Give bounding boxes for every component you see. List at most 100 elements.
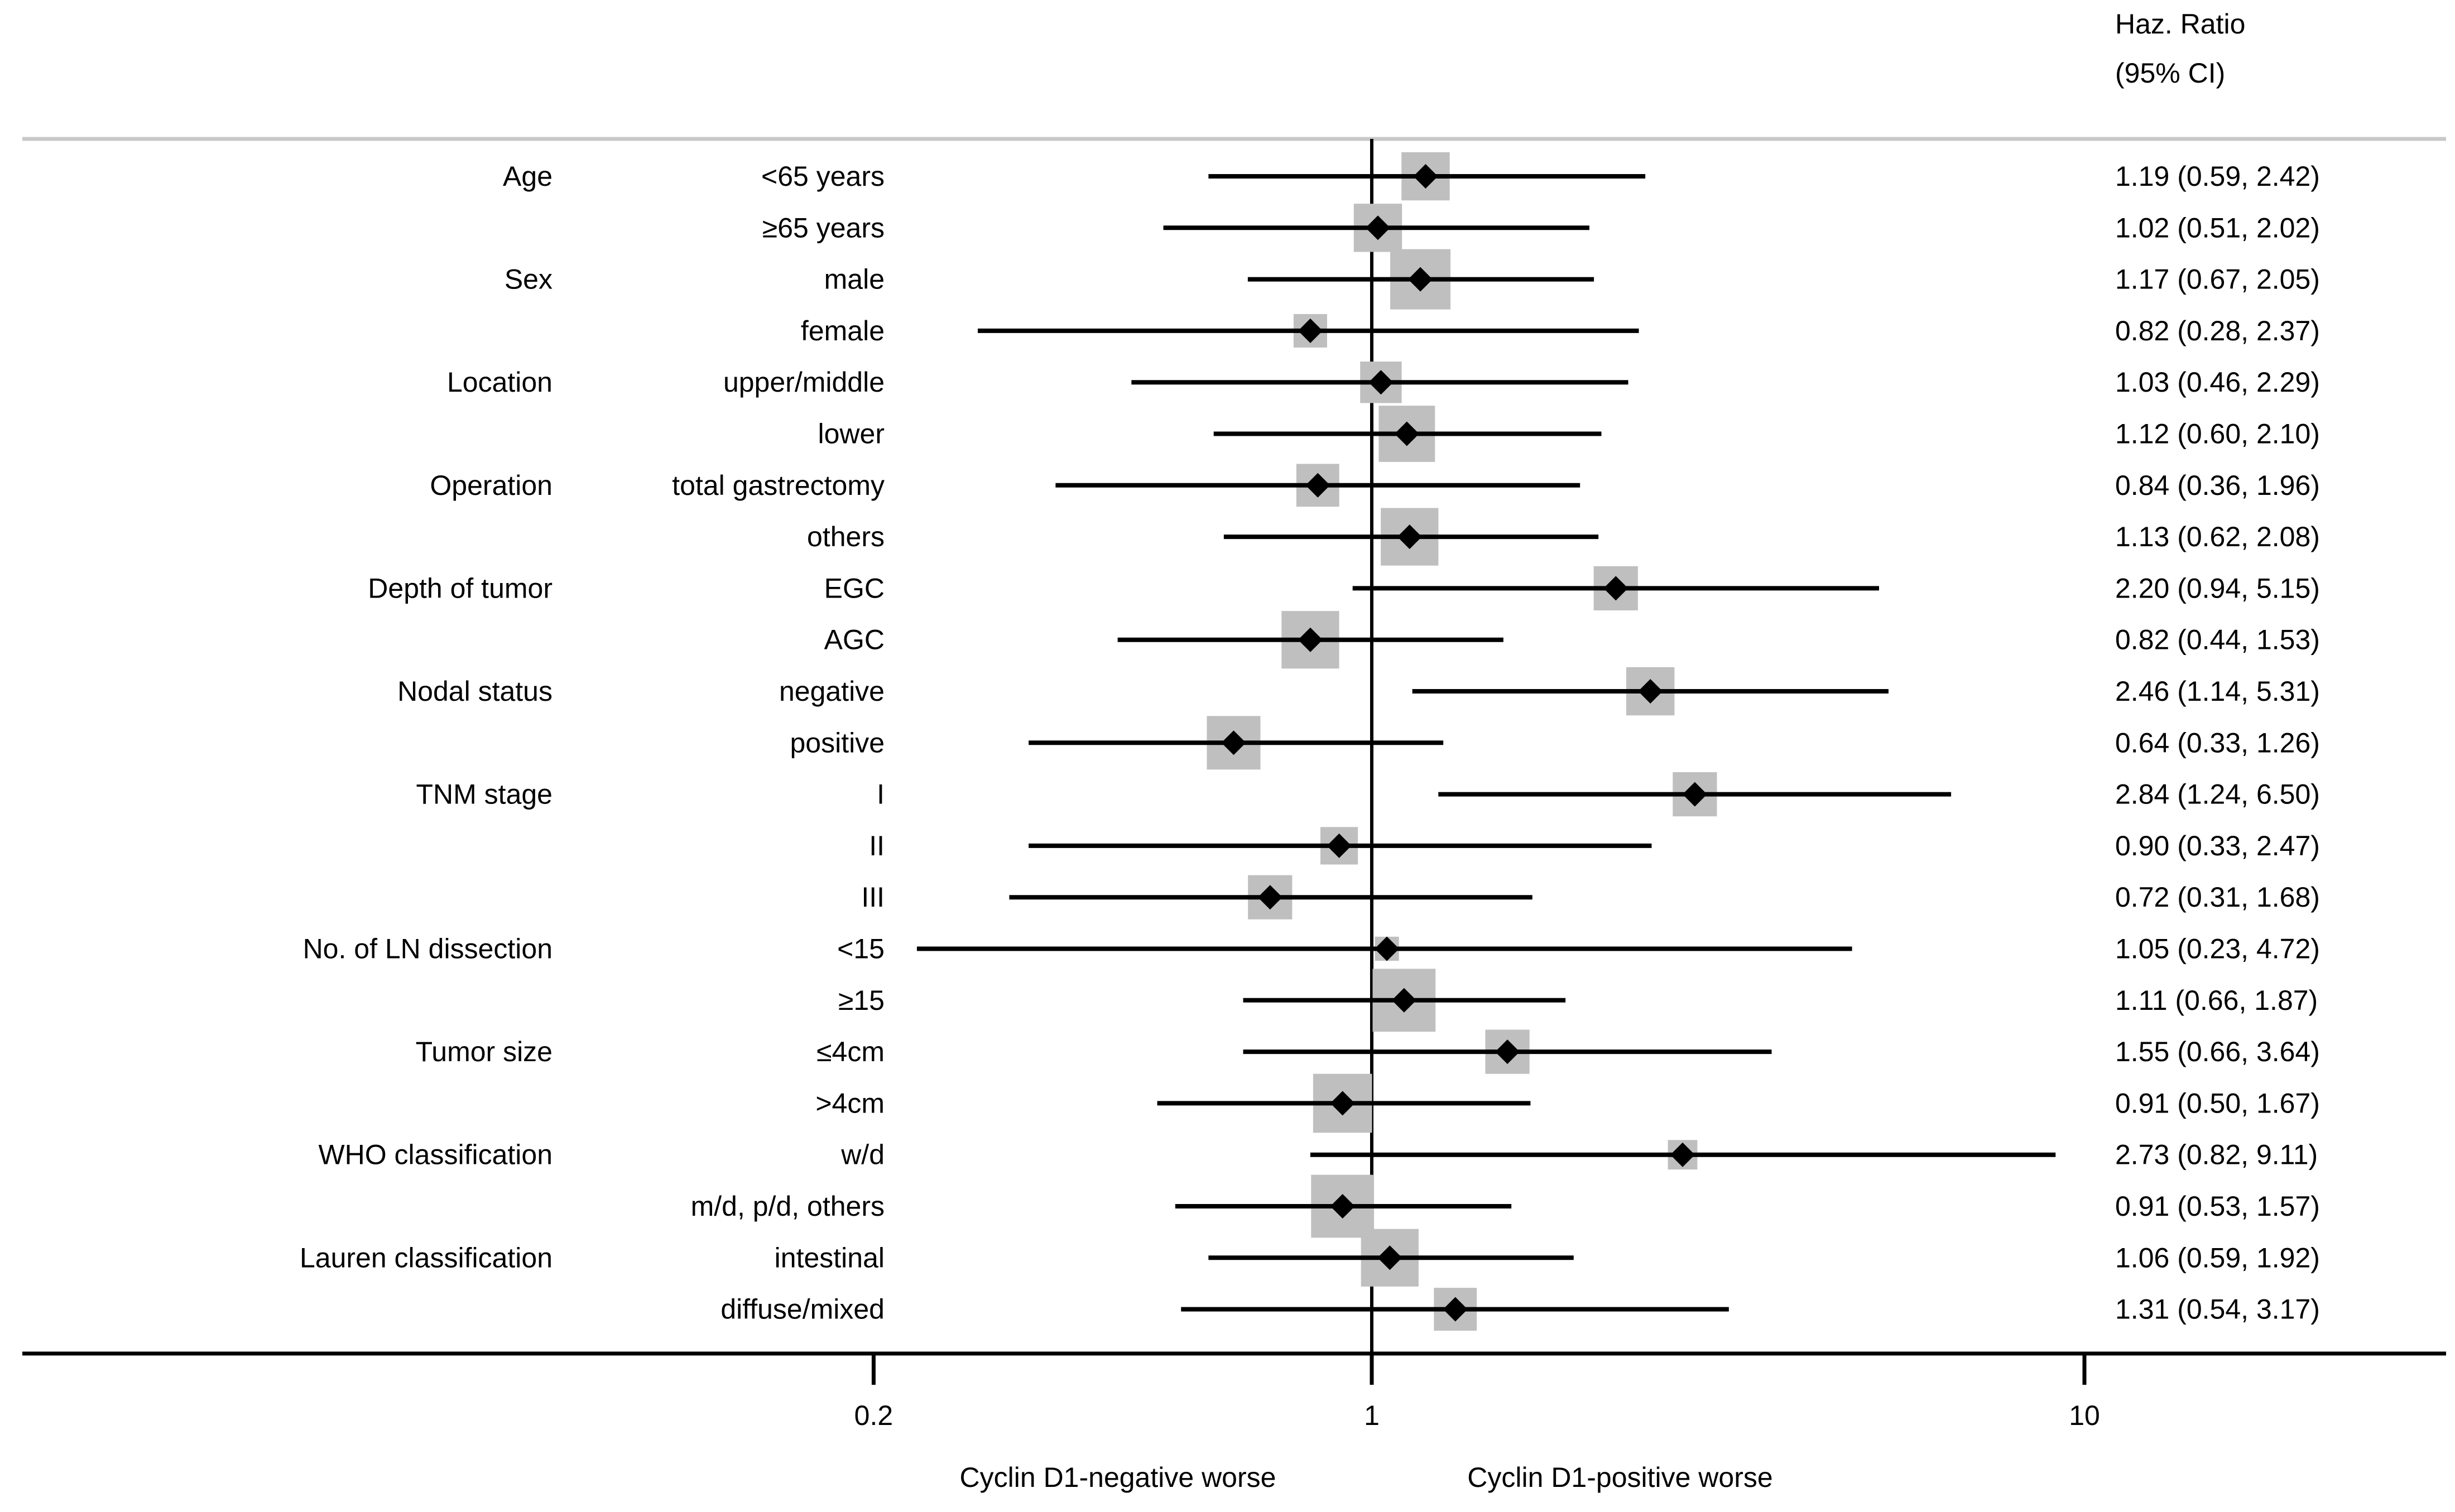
direction-labels: Cyclin D1-negative worse Cyclin D1-posit… (960, 1462, 1773, 1493)
subgroup-label: upper/middle (723, 367, 885, 398)
point-estimate (1682, 782, 1707, 807)
x-tick-label: 0.2 (854, 1400, 893, 1431)
direction-label-left: Cyclin D1-negative worse (960, 1462, 1276, 1493)
point-estimate (1298, 627, 1323, 652)
subgroup-label: negative (779, 676, 885, 707)
subgroup-label: positive (790, 727, 885, 758)
point-estimate (1397, 524, 1422, 550)
ci-text: 0.91 (0.53, 1.57) (2115, 1191, 2320, 1222)
subgroup-label: female (801, 315, 885, 346)
point-estimate (1603, 576, 1628, 601)
subgroup-label: AGC (824, 624, 885, 656)
subgroup-label: others (807, 521, 885, 552)
forest-row: Age <65 years 1.19 (0.59, 2.42) (503, 152, 2320, 201)
subgroup-label: ≥65 years (762, 212, 885, 243)
ci-text: 1.11 (0.66, 1.87) (2115, 985, 2318, 1016)
ci-text: 2.20 (0.94, 5.15) (2115, 572, 2320, 604)
ci-text: 0.82 (0.28, 2.37) (2115, 315, 2320, 346)
subgroup-label: m/d, p/d, others (691, 1191, 885, 1222)
point-estimate (1495, 1039, 1520, 1065)
ci-text: 1.02 (0.51, 2.02) (2115, 212, 2320, 243)
point-estimate (1330, 1194, 1355, 1219)
x-tick-label: 1 (1364, 1400, 1380, 1431)
ci-text: 0.82 (0.44, 1.53) (2115, 624, 2320, 656)
point-estimate (1391, 988, 1416, 1013)
subgroup-label: intestinal (775, 1242, 885, 1273)
forest-row: III 0.72 (0.31, 1.68) (861, 875, 2320, 919)
subgroup-label: diffuse/mixed (720, 1294, 885, 1325)
forest-row: No. of LN dissection <15 1.05 (0.23, 4.72) (303, 933, 2320, 965)
header-title: Haz. Ratio (2115, 8, 2245, 40)
group-label: Location (447, 367, 553, 398)
ci-text: 1.05 (0.23, 4.72) (2115, 933, 2320, 965)
ci-text: 2.46 (1.14, 5.31) (2115, 676, 2320, 707)
forest-row: AGC 0.82 (0.44, 1.53) (824, 611, 2320, 669)
forest-row: TNM stage I 2.84 (1.24, 6.50) (416, 772, 2320, 817)
point-estimate (1413, 164, 1438, 189)
point-estimate (1670, 1142, 1695, 1167)
header-subtitle: (95% CI) (2115, 57, 2225, 89)
forest-row: Nodal status negative 2.46 (1.14, 5.31) (397, 667, 2320, 716)
group-label: No. of LN dissection (303, 933, 553, 965)
subgroup-label: <15 (837, 933, 885, 965)
forest-row: diffuse/mixed 1.31 (0.54, 3.17) (720, 1288, 2320, 1331)
ci-text: 1.03 (0.46, 2.29) (2115, 367, 2320, 398)
group-label: TNM stage (416, 779, 553, 810)
subgroup-label: male (824, 264, 885, 295)
point-estimate (1408, 267, 1433, 292)
forest-row: II 0.90 (0.33, 2.47) (869, 827, 2320, 865)
subgroup-label: total gastrectomy (672, 470, 885, 501)
ci-text: 0.90 (0.33, 2.47) (2115, 830, 2320, 861)
ci-text: 0.84 (0.36, 1.96) (2115, 470, 2320, 501)
ci-text: 1.12 (0.60, 2.10) (2115, 418, 2320, 450)
point-estimate (1377, 1245, 1402, 1270)
group-label: Lauren classification (300, 1242, 553, 1273)
subgroup-label: lower (818, 418, 885, 450)
subgroup-label: II (869, 830, 885, 861)
ci-text: 1.17 (0.67, 2.05) (2115, 264, 2320, 295)
forest-row: Location upper/middle 1.03 (0.46, 2.29) (447, 362, 2320, 403)
forest-row: Depth of tumor EGC 2.20 (0.94, 5.15) (368, 566, 2320, 610)
point-estimate (1257, 885, 1282, 910)
point-estimate (1305, 473, 1330, 498)
group-label: Sex (505, 264, 553, 295)
point-estimate (1394, 421, 1419, 446)
subgroup-label: ≤4cm (816, 1036, 885, 1067)
forest-row: Sex male 1.17 (0.67, 2.05) (505, 249, 2320, 310)
point-estimate (1330, 1091, 1355, 1116)
forest-row: others 1.13 (0.62, 2.08) (807, 508, 2320, 566)
subgroup-label: EGC (824, 572, 885, 604)
forest-row: ≥15 1.11 (0.66, 1.87) (838, 969, 2318, 1032)
direction-label-right: Cyclin D1-positive worse (1467, 1462, 1772, 1493)
forest-row: lower 1.12 (0.60, 2.10) (818, 406, 2320, 462)
x-axis: 0.2 1 10 (854, 1354, 2100, 1431)
point-estimate (1365, 215, 1390, 240)
subgroup-label: >4cm (815, 1087, 885, 1119)
point-estimate (1638, 679, 1663, 704)
point-estimate (1298, 318, 1323, 343)
point-estimate (1443, 1297, 1468, 1322)
subgroup-label: III (861, 882, 885, 913)
forest-row: ≥65 years 1.02 (0.51, 2.02) (762, 204, 2320, 252)
forest-row: Operation total gastrectomy 0.84 (0.36, 1.… (430, 464, 2320, 507)
ci-text: 0.72 (0.31, 1.68) (2115, 882, 2320, 913)
x-tick-label: 10 (2069, 1400, 2100, 1431)
point-estimate (1368, 370, 1394, 395)
group-label: Depth of tumor (368, 572, 553, 604)
ci-text: 0.91 (0.50, 1.67) (2115, 1087, 2320, 1119)
forest-row: >4cm 0.91 (0.50, 1.67) (815, 1073, 2320, 1133)
header: Haz. Ratio (95% CI) (2115, 8, 2245, 89)
group-label: Age (503, 161, 553, 192)
ci-text: 1.06 (0.59, 1.92) (2115, 1242, 2320, 1273)
forest-row: Lauren classification intestinal 1.06 (0.5… (300, 1229, 2320, 1287)
group-label: Operation (430, 470, 553, 501)
forest-row: female 0.82 (0.28, 2.37) (801, 314, 2320, 348)
forest-row: WHO classification w/d 2.73 (0.82, 9.11) (318, 1139, 2318, 1171)
ci-text: 1.13 (0.62, 2.08) (2115, 521, 2320, 552)
forest-row: m/d, p/d, others 0.91 (0.53, 1.57) (691, 1174, 2320, 1238)
rows-layer: Age <65 years 1.19 (0.59, 2.42) ≥65 years 1.… (300, 139, 2320, 1354)
ci-text: 2.73 (0.82, 9.11) (2115, 1139, 2318, 1171)
group-label: Tumor size (416, 1036, 553, 1067)
point-estimate (1375, 936, 1400, 961)
